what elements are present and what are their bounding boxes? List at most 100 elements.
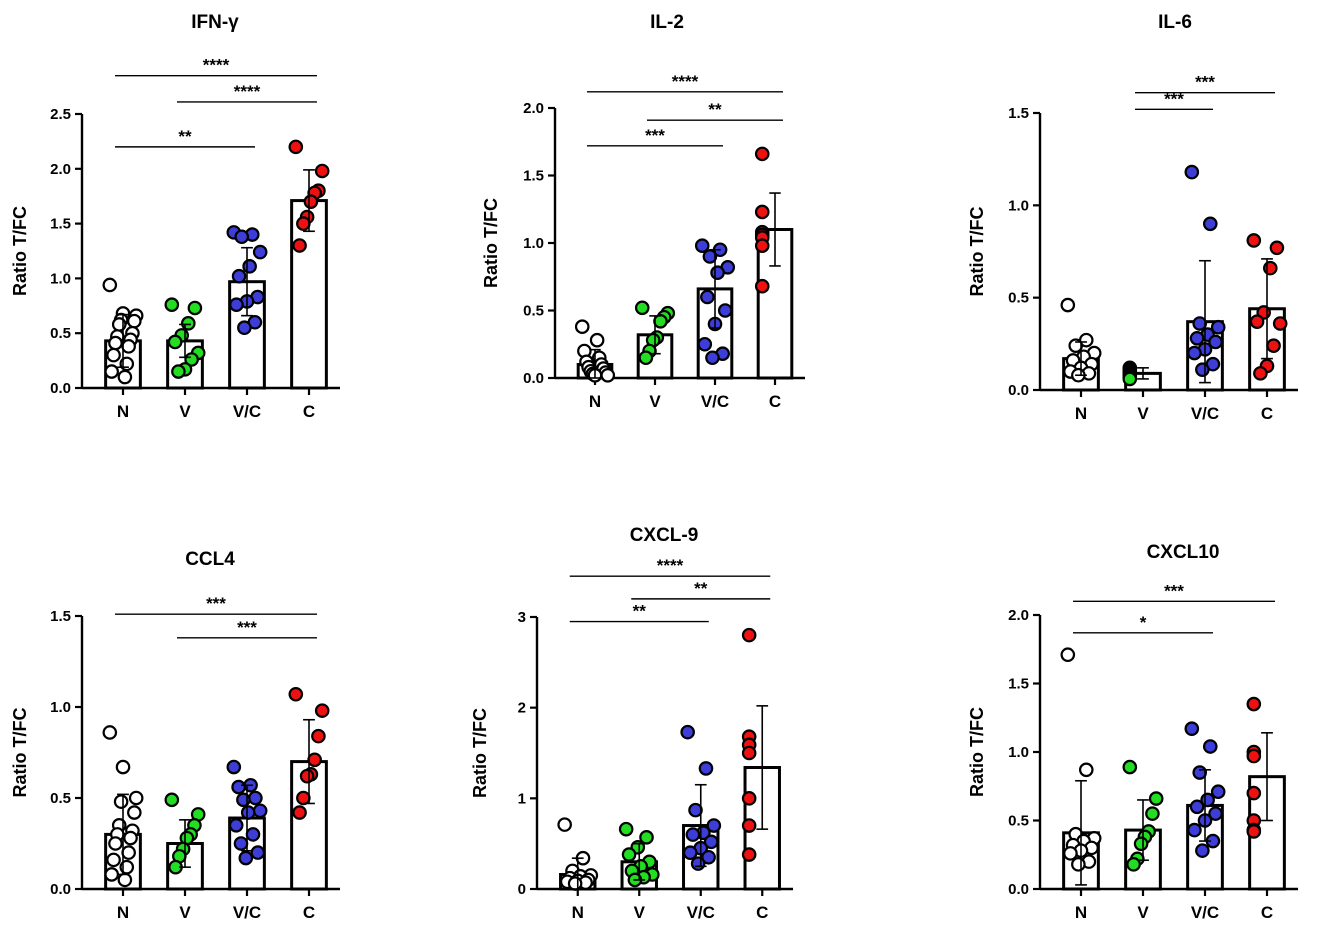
x-tick-label: C — [1261, 903, 1273, 922]
point-c — [1266, 338, 1281, 353]
point-c — [296, 790, 311, 806]
point-v-c — [1210, 319, 1226, 335]
point-n — [567, 876, 583, 891]
y-tick-label: 0.5 — [523, 303, 544, 320]
point-n — [1060, 297, 1076, 313]
point-c — [741, 627, 757, 643]
point-v-c — [680, 724, 695, 740]
point-n — [104, 364, 119, 379]
point-c — [1246, 748, 1262, 764]
point-v-c — [697, 336, 713, 352]
significance-label: **** — [672, 72, 699, 91]
point-v-c — [1208, 806, 1223, 821]
x-tick-label: V — [179, 402, 191, 421]
point-v — [184, 352, 199, 367]
point-v — [638, 350, 654, 366]
point-c — [754, 238, 770, 253]
point-n — [108, 335, 123, 351]
x-tick-label: V/C — [233, 402, 261, 421]
point-c — [741, 818, 757, 833]
panel-ccl4: CCL4 Ratio T/FC 0.0 0.5 1.0 1.5 N V V/C C *** *** — [10, 549, 340, 922]
point-c — [1246, 233, 1262, 248]
point-v-c — [233, 836, 249, 851]
point-v-c — [248, 790, 263, 806]
point-v — [1148, 791, 1164, 806]
y-tick-label: 0.5 — [1008, 290, 1029, 307]
point-c — [299, 768, 315, 784]
y-tick-label: 2.5 — [50, 106, 71, 123]
x-tick-label: N — [117, 903, 129, 922]
significance-label: *** — [206, 594, 226, 613]
point-v-c — [228, 817, 244, 833]
chart-title: IFN-γ — [191, 12, 239, 33]
point-v — [1122, 759, 1138, 775]
point-v-c — [688, 802, 703, 818]
panel-il-6: IL-6 Ratio T/FC 0.0 0.5 1.0 1.5 N V V/C C *** *** — [967, 12, 1298, 423]
y-tick-label: 3 — [518, 609, 526, 626]
point-v — [180, 316, 196, 331]
chart-title: IL-2 — [650, 12, 684, 33]
significance-label: ** — [178, 127, 192, 146]
point-n — [128, 790, 144, 806]
y-tick-label: 1 — [518, 790, 526, 807]
point-v-c — [685, 827, 701, 842]
point-n — [1078, 762, 1094, 778]
y-tick-label: 1.0 — [50, 270, 71, 287]
point-v — [653, 313, 668, 329]
y-tick-label: 0.0 — [1008, 881, 1029, 898]
y-tick-label: 0.5 — [1008, 813, 1029, 830]
point-v-c — [242, 259, 257, 274]
x-tick-label: V — [1137, 404, 1149, 423]
point-v-c — [694, 238, 710, 253]
point-v — [618, 821, 634, 837]
point-n — [113, 794, 129, 809]
y-tick-label: 1.0 — [1008, 744, 1029, 761]
point-v-c — [1208, 334, 1223, 350]
y-tick-label: 1.5 — [1008, 105, 1029, 122]
chart-title: CXCL-9 — [630, 525, 699, 546]
panel-ifn-gamma: IFN-γ Ratio T/FC 0.0 0.5 1.0 1.5 2.0 2.5 N V V/C C *… — [10, 12, 340, 421]
point-n — [106, 347, 121, 363]
point-n — [104, 867, 119, 882]
point-n — [108, 836, 123, 851]
x-tick-label: N — [117, 402, 129, 421]
point-v-c — [240, 805, 256, 820]
x-tick-label: N — [589, 392, 601, 411]
point-c — [314, 163, 330, 179]
point-n — [127, 805, 142, 820]
point-v-c — [1187, 822, 1202, 838]
significance-label: ** — [633, 602, 647, 621]
point-v — [187, 300, 203, 316]
point-c — [1272, 316, 1288, 331]
point-v-c — [1202, 739, 1218, 754]
point-c — [303, 194, 319, 209]
y-tick-label: 0.0 — [1008, 382, 1029, 399]
point-v — [1126, 857, 1141, 872]
point-n — [121, 845, 136, 860]
x-tick-label: C — [303, 402, 315, 421]
point-v — [1122, 371, 1138, 387]
point-v-c — [705, 350, 720, 366]
point-v-c — [1187, 345, 1202, 361]
point-n — [121, 339, 136, 354]
point-v-c — [1189, 799, 1205, 815]
point-n — [557, 817, 572, 832]
point-n — [127, 313, 142, 329]
significance-label: ** — [708, 100, 722, 119]
point-v — [171, 364, 186, 379]
y-tick-label: 0.0 — [523, 370, 544, 387]
point-v-c — [701, 849, 716, 865]
point-v — [164, 792, 180, 808]
point-c — [307, 752, 322, 768]
significance-label: *** — [237, 618, 257, 637]
point-n — [102, 725, 118, 740]
point-v — [634, 300, 650, 316]
y-tick-label: 1.5 — [50, 608, 71, 625]
y-tick-label: 2.0 — [1008, 607, 1029, 624]
point-c — [292, 238, 307, 253]
significance-label: * — [1140, 613, 1147, 632]
y-tick-label: 1.0 — [50, 699, 71, 716]
point-v-c — [250, 845, 266, 860]
point-v-c — [1189, 330, 1205, 346]
